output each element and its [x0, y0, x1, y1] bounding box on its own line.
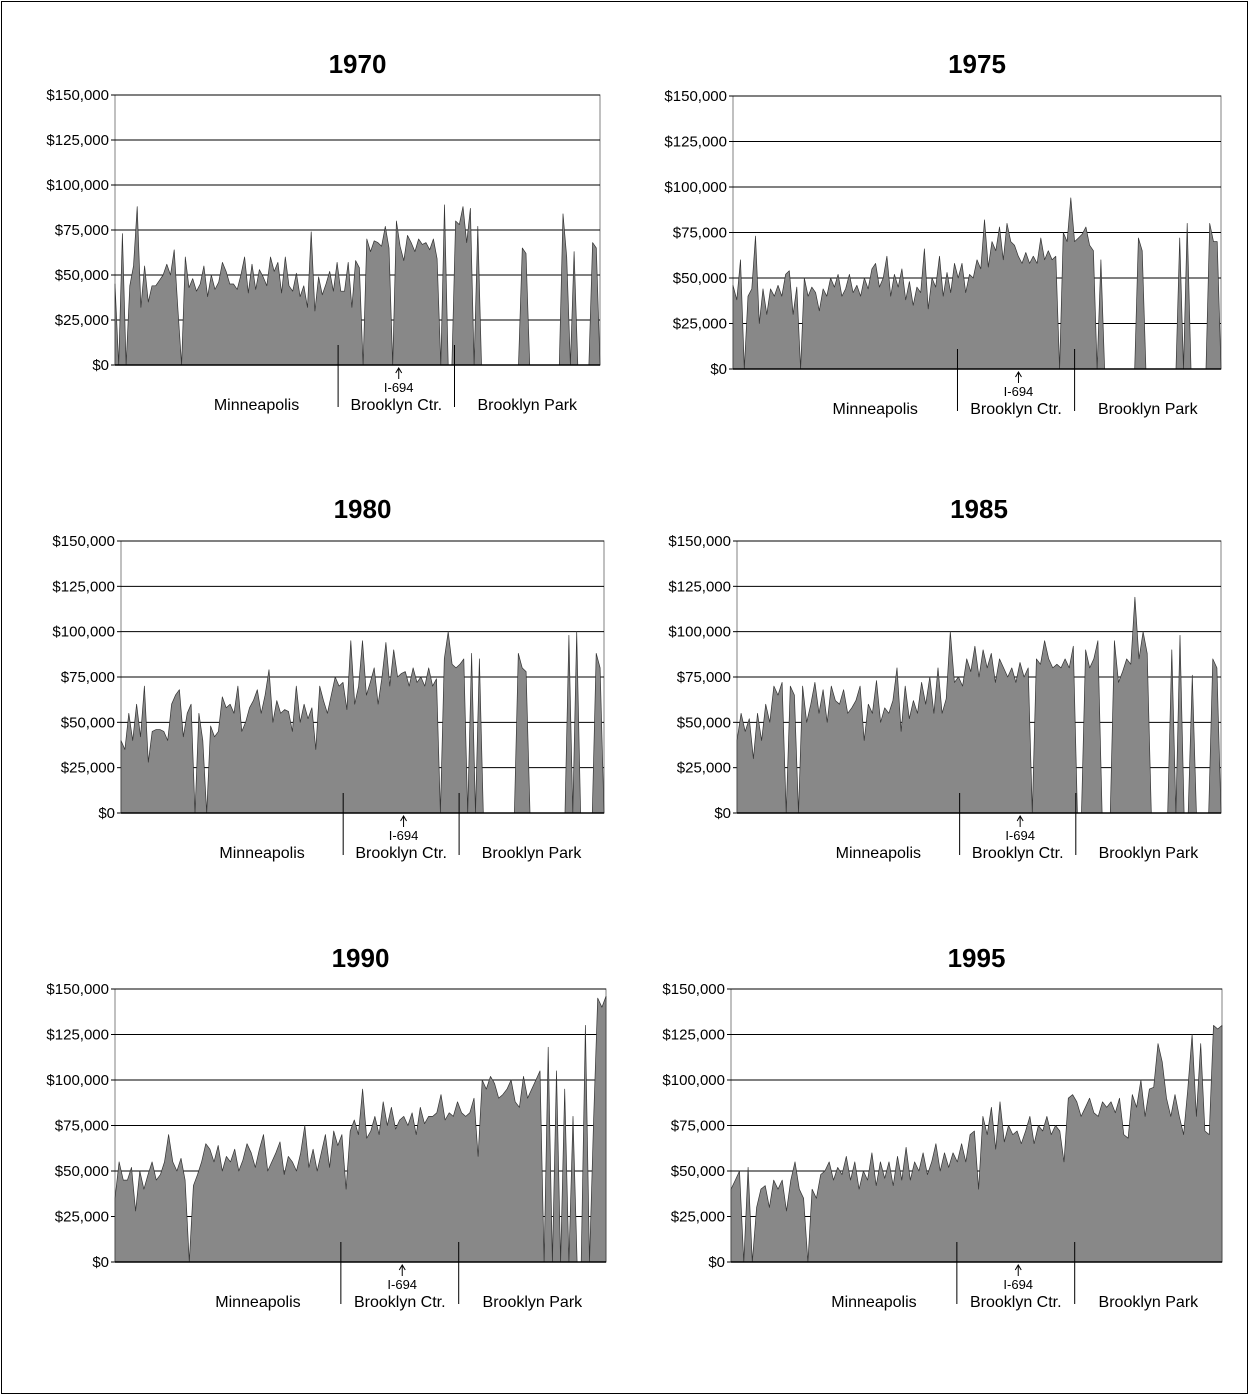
y-tick-label: $0 [98, 805, 115, 822]
segment-label: Brooklyn Ctr. [972, 845, 1064, 862]
chart-panel-1970: 1970 $0 $25,000 $50,000 $75,000 $100,000 $125,… [46, 49, 601, 414]
segment-label: Brooklyn Ctr. [970, 1294, 1062, 1311]
segment-label: Minneapolis [833, 401, 918, 418]
marker-arrow-head [1014, 1264, 1022, 1271]
chart-title: 1970 [329, 49, 387, 79]
y-tick-label: $125,000 [668, 578, 731, 595]
y-tick-label: $25,000 [673, 316, 727, 333]
y-tick-label: $25,000 [677, 760, 731, 777]
y-tick-label: $100,000 [52, 624, 115, 641]
segment-label: Brooklyn Ctr. [970, 401, 1062, 418]
y-tick-label: $150,000 [46, 87, 109, 104]
y-tick-label: $50,000 [61, 714, 115, 731]
chart-panel-1980: 1980 $0 $25,000 $50,000 $75,000 $100,000 $125,… [52, 494, 605, 862]
marker-label: I-694 [1005, 828, 1035, 843]
y-tick-label: $50,000 [55, 1163, 109, 1180]
y-tick-label: $100,000 [46, 177, 109, 194]
y-tick-label: $125,000 [664, 134, 727, 151]
y-tick-label: $25,000 [671, 1209, 725, 1226]
y-tick-label: $150,000 [668, 533, 731, 550]
y-tick-label: $75,000 [671, 1118, 725, 1135]
chart-title: 1985 [950, 494, 1008, 524]
chart-title: 1980 [334, 494, 392, 524]
chart-panel-1975: 1975 $0 $25,000 $50,000 $75,000 $100,000 $125,… [664, 49, 1222, 418]
series-area [730, 1025, 1223, 1263]
segment-label: Brooklyn Park [483, 1294, 584, 1311]
segment-label: Minneapolis [219, 845, 304, 862]
y-tick-label: $25,000 [55, 1209, 109, 1226]
y-tick-label: $75,000 [55, 1118, 109, 1135]
marker-arrow-head [395, 367, 403, 374]
chart-title: 1975 [948, 49, 1006, 79]
segment-label: Minneapolis [831, 1294, 916, 1311]
y-tick-label: $25,000 [55, 312, 109, 329]
marker-arrow-head [400, 815, 407, 822]
y-tick-label: $75,000 [55, 222, 109, 239]
series-area [114, 204, 601, 366]
marker-label: I-694 [389, 828, 419, 843]
chart-panel-1995: 1995 $0 $25,000 $50,000 $75,000 $100,000 $125,… [662, 943, 1223, 1311]
y-tick-label: $125,000 [662, 1027, 725, 1044]
y-tick-label: $0 [714, 805, 731, 822]
marker-arrow-head [398, 1264, 406, 1271]
y-tick-label: $150,000 [664, 88, 727, 105]
series-area [120, 631, 605, 814]
y-tick-label: $75,000 [61, 669, 115, 686]
marker-arrow-head [1015, 371, 1022, 378]
marker-label: I-694 [387, 1277, 417, 1292]
y-tick-label: $150,000 [52, 533, 115, 550]
segment-label: Brooklyn Ctr. [354, 1294, 446, 1311]
y-tick-label: $75,000 [673, 225, 727, 242]
segment-label: Brooklyn Ctr. [355, 845, 447, 862]
y-tick-label: $0 [710, 361, 727, 378]
y-tick-label: $0 [92, 1254, 109, 1271]
segment-label: Minneapolis [214, 397, 299, 414]
y-tick-label: $50,000 [673, 270, 727, 287]
y-tick-label: $150,000 [662, 981, 725, 998]
y-tick-label: $75,000 [677, 669, 731, 686]
y-tick-label: $50,000 [671, 1163, 725, 1180]
y-tick-label: $125,000 [46, 1027, 109, 1044]
series-area [114, 995, 607, 1263]
y-tick-label: $150,000 [46, 981, 109, 998]
segment-label: Minneapolis [836, 845, 921, 862]
marker-arrow-head [1016, 815, 1024, 822]
y-tick-label: $0 [708, 1254, 725, 1271]
y-tick-label: $100,000 [664, 179, 727, 196]
segment-label: Brooklyn Park [482, 845, 583, 862]
segment-label: Brooklyn Park [1099, 1294, 1200, 1311]
marker-label: I-694 [1003, 1277, 1033, 1292]
segment-label: Brooklyn Park [477, 397, 578, 414]
series-area [732, 197, 1222, 370]
y-tick-label: $100,000 [662, 1072, 725, 1089]
chart-title: 1990 [332, 943, 390, 973]
y-tick-label: $50,000 [55, 267, 109, 284]
segment-label: Brooklyn Park [1099, 845, 1200, 862]
y-tick-label: $50,000 [677, 714, 731, 731]
chart-panel-1990: 1990 $0 $25,000 $50,000 $75,000 $100,000 $125,… [46, 943, 607, 1311]
y-tick-label: $25,000 [61, 760, 115, 777]
y-tick-label: $0 [92, 357, 109, 374]
chart-panel-1985: 1985 $0 $25,000 $50,000 $75,000 $100,000 $125,… [668, 494, 1222, 862]
y-tick-label: $100,000 [668, 624, 731, 641]
series-area [736, 596, 1222, 814]
y-tick-label: $125,000 [46, 132, 109, 149]
segment-label: Brooklyn Ctr. [351, 397, 443, 414]
segment-label: Brooklyn Park [1098, 401, 1199, 418]
y-tick-label: $125,000 [52, 578, 115, 595]
marker-label: I-694 [1004, 384, 1034, 399]
segment-label: Minneapolis [215, 1294, 300, 1311]
y-tick-label: $100,000 [46, 1072, 109, 1089]
marker-label: I-694 [384, 380, 414, 395]
chart-title: 1995 [948, 943, 1006, 973]
